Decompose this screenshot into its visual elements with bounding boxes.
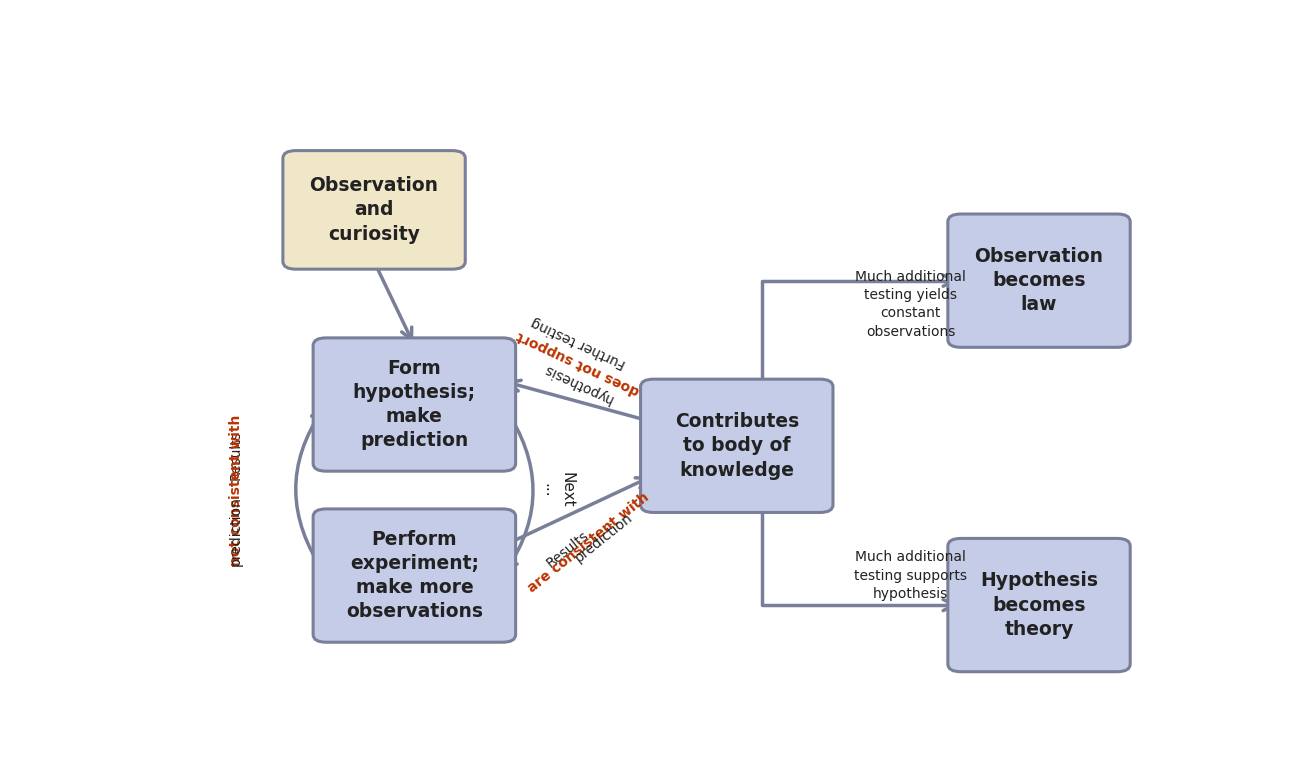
Text: Contributes
to body of
knowledge: Contributes to body of knowledge [675, 412, 800, 480]
Text: Observation
becomes
law: Observation becomes law [975, 247, 1104, 314]
Text: Observation
and
curiosity: Observation and curiosity [309, 176, 438, 244]
Text: Form
hypothesis;
make
prediction: Form hypothesis; make prediction [352, 358, 476, 450]
Text: Next
...: Next ... [542, 472, 575, 508]
Text: not consistent with: not consistent with [229, 414, 243, 566]
Text: Much additional
testing yields
constant
observations: Much additional testing yields constant … [855, 270, 966, 339]
Text: are consistent with: are consistent with [525, 490, 651, 596]
FancyBboxPatch shape [948, 214, 1130, 347]
FancyArrowPatch shape [295, 410, 325, 573]
Text: does not support: does not support [515, 329, 642, 398]
FancyArrowPatch shape [762, 508, 954, 611]
FancyArrowPatch shape [762, 275, 954, 384]
FancyBboxPatch shape [948, 538, 1130, 672]
Text: Perform
experiment;
make more
observations: Perform experiment; make more observatio… [346, 530, 482, 621]
FancyBboxPatch shape [313, 509, 516, 642]
Text: prediction: prediction [229, 496, 243, 566]
Text: Hypothesis
becomes
theory: Hypothesis becomes theory [980, 571, 1098, 639]
FancyArrowPatch shape [504, 407, 533, 570]
Text: Further testing: Further testing [529, 315, 628, 371]
Text: Results: Results [545, 528, 592, 570]
Text: Results: Results [229, 430, 243, 480]
Text: hypothesis: hypothesis [541, 362, 615, 406]
FancyBboxPatch shape [283, 151, 465, 269]
FancyBboxPatch shape [641, 379, 833, 512]
Text: Much additional
testing supports
hypothesis: Much additional testing supports hypothe… [854, 550, 967, 601]
Text: prediction: prediction [572, 510, 634, 565]
FancyBboxPatch shape [313, 338, 516, 471]
